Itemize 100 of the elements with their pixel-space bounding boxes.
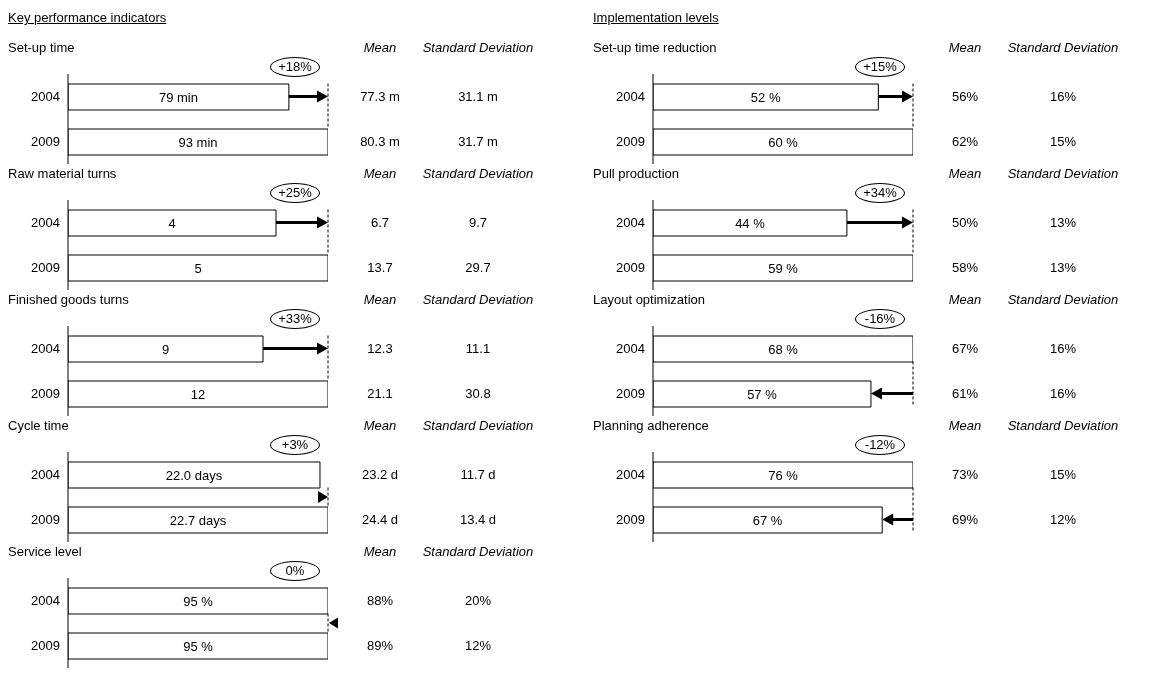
y-tick-label: 2009 (616, 260, 645, 276)
text: 20% (464, 592, 492, 608)
annotation: +33% (270, 309, 320, 329)
text: 62% (951, 133, 979, 149)
y-tick-label: 2004 (31, 467, 60, 483)
text: Standard Deviation (421, 292, 535, 307)
text: 16% (1049, 340, 1077, 356)
y-tick-label: 2004 (31, 215, 60, 231)
data-label: 44 % (735, 215, 766, 231)
text: Mean (362, 544, 398, 559)
y-tick-label: 2004 (31, 89, 60, 105)
text: 31.1 m (457, 88, 499, 104)
text: 13% (1049, 259, 1077, 275)
chart-subtitle: Implementation levels (593, 10, 719, 25)
text: 16% (1049, 88, 1077, 104)
data-label: 59 % (768, 260, 799, 276)
text: 23.2 d (360, 466, 400, 482)
data-label: 52 % (750, 89, 781, 105)
y-tick-label: 2004 (616, 215, 645, 231)
text: 11.7 d (459, 466, 497, 482)
data-label: 93 min (178, 134, 218, 150)
data-label: 22.0 days (165, 467, 223, 483)
annotation: -16% (855, 309, 905, 329)
text: Standard Deviation (1006, 292, 1120, 307)
text: 31.7 m (457, 133, 499, 149)
text: 11.1 (464, 340, 492, 356)
text: Standard Deviation (421, 544, 535, 559)
chart-subtitle: Key performance indicators (8, 10, 167, 25)
y-tick-label: 2009 (31, 638, 60, 654)
chart-title: Finished goods turns (8, 292, 129, 307)
text: Standard Deviation (421, 40, 535, 55)
chart-title: Set-up time (8, 40, 75, 55)
data-label: 4 (168, 215, 176, 231)
text: 12% (1049, 511, 1077, 527)
text: 15% (1049, 466, 1077, 482)
chart-title: Cycle time (8, 418, 69, 433)
text: 29.7 (464, 259, 492, 275)
text: 12.3 (366, 340, 394, 356)
data-label: 76 % (768, 467, 799, 483)
text: 15% (1049, 133, 1077, 149)
chart-title: Set-up time reduction (593, 40, 717, 55)
text: 13.7 (366, 259, 394, 275)
text: Standard Deviation (421, 166, 535, 181)
text: 30.8 (464, 385, 492, 401)
y-tick-label: 2004 (616, 341, 645, 357)
text: 56% (951, 88, 979, 104)
data-label: 9 (161, 341, 170, 357)
annotation: +34% (855, 183, 905, 203)
y-tick-label: 2009 (616, 512, 645, 528)
text: 21.1 (366, 385, 394, 401)
data-label: 67 % (752, 512, 783, 528)
data-label: 57 % (747, 386, 778, 402)
y-tick-label: 2009 (31, 512, 60, 528)
text: Mean (947, 292, 983, 307)
text: Standard Deviation (1006, 40, 1120, 55)
chart-title: Raw material turns (8, 166, 117, 181)
chart-title: Pull production (593, 166, 679, 181)
annotation: 0% (270, 561, 320, 581)
text: Standard Deviation (421, 418, 535, 433)
data-label: 22.7 days (169, 512, 227, 528)
text: 61% (951, 385, 979, 401)
annotation: +3% (270, 435, 320, 455)
data-label: 95 % (183, 638, 214, 654)
chart-title: Layout optimization (593, 292, 706, 307)
text: Mean (362, 418, 398, 433)
y-tick-label: 2004 (616, 467, 645, 483)
y-tick-label: 2009 (31, 134, 60, 150)
text: 13.4 d (458, 511, 498, 527)
text: Mean (947, 40, 983, 55)
text: Mean (947, 166, 983, 181)
text: 73% (951, 466, 979, 482)
text: Mean (362, 292, 398, 307)
text: 88% (366, 592, 394, 608)
data-label: 5 (194, 260, 202, 276)
text: 50% (951, 214, 979, 230)
text: 24.4 d (360, 511, 400, 527)
text: 9.7 (467, 214, 489, 230)
data-label: 79 min (158, 89, 198, 105)
text: 16% (1049, 385, 1077, 401)
y-tick-label: 2009 (616, 386, 645, 402)
data-label: 95 % (183, 593, 214, 609)
text: 80.3 m (359, 133, 401, 149)
data-label: 68 % (768, 341, 799, 357)
data-label: 12 (190, 386, 206, 402)
text: Mean (362, 40, 398, 55)
chart-title: Service level (8, 544, 82, 559)
text: Mean (362, 166, 398, 181)
y-tick-label: 2004 (616, 89, 645, 105)
y-tick-label: 2004 (31, 341, 60, 357)
text: 77.3 m (359, 88, 401, 104)
annotation: -12% (855, 435, 905, 455)
data-label: 60 % (768, 134, 799, 150)
text: 6.7 (369, 214, 391, 230)
annotation: +25% (270, 183, 320, 203)
annotation: +15% (855, 57, 905, 77)
y-tick-label: 2009 (31, 386, 60, 402)
text: 69% (951, 511, 979, 527)
annotation: +18% (270, 57, 320, 77)
text: 89% (366, 637, 394, 653)
text: 58% (951, 259, 979, 275)
